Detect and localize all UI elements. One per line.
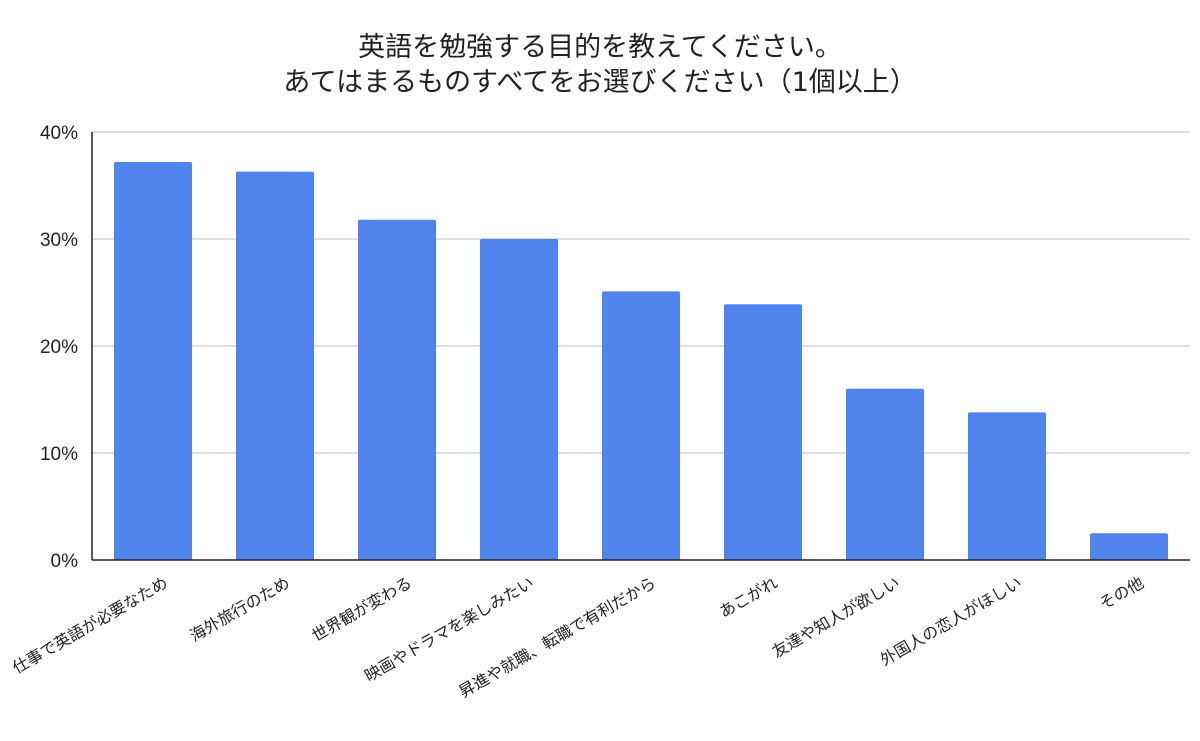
- bar: [235, 171, 315, 560]
- x-tick-label: あこがれ: [716, 573, 781, 621]
- bar: [479, 239, 559, 560]
- chart-title-line-2: あてはまるものすべてをお選びください（1個以上）: [283, 67, 917, 98]
- y-tick-label: 10%: [40, 444, 78, 465]
- x-tick-label: 昇進や就職、転職で有利だから: [455, 573, 659, 701]
- bar: [357, 219, 437, 561]
- y-tick-label: 0%: [51, 551, 79, 572]
- bar: [967, 412, 1047, 560]
- bar: [723, 304, 803, 560]
- y-tick-label: 20%: [40, 337, 78, 358]
- chart-title-line-1: 英語を勉強する目的を教えてください。: [358, 32, 842, 63]
- y-tick-label: 30%: [40, 230, 78, 251]
- bar: [113, 161, 193, 560]
- bar: [845, 388, 925, 560]
- x-tick-label: 仕事で英語が必要なため: [9, 573, 171, 677]
- y-tick-label: 40%: [40, 123, 78, 144]
- x-tick-label: 世界観が変わる: [308, 573, 415, 645]
- bar: [601, 291, 681, 560]
- bar: [1089, 533, 1169, 560]
- x-tick-label: その他: [1096, 573, 1147, 613]
- x-tick-label: 海外旅行のため: [186, 573, 293, 645]
- x-tick-label: 友達や知人が欲しい: [769, 573, 903, 661]
